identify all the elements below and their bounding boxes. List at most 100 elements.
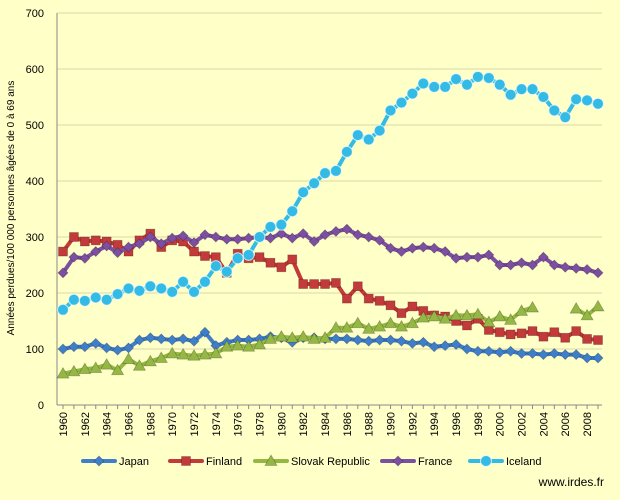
data-point-japan	[352, 334, 364, 346]
data-point-japan	[395, 335, 408, 347]
data-point-france	[144, 231, 156, 243]
data-point-japan	[428, 341, 440, 353]
y-tick-label: 500	[26, 120, 44, 132]
data-point-slovak-republic	[56, 366, 70, 379]
data-point-iceland	[439, 80, 452, 93]
data-point-france	[221, 233, 233, 245]
data-point-france	[199, 229, 211, 241]
x-tick-label: 1998	[473, 412, 485, 436]
data-point-finland	[516, 328, 527, 339]
y-tick-label: 100	[26, 344, 44, 356]
source-note: www.irdes.fr	[538, 475, 604, 489]
x-tick-label: 1960	[58, 412, 70, 436]
data-point-finland	[396, 308, 407, 319]
data-point-france	[133, 238, 145, 250]
data-point-finland	[385, 300, 396, 311]
data-point-slovak-republic	[296, 329, 310, 342]
data-point-france	[494, 259, 506, 271]
data-point-japan	[330, 333, 342, 345]
data-point-finland	[309, 279, 320, 289]
data-point-slovak-republic	[405, 316, 420, 329]
data-point-slovak-republic	[362, 322, 376, 334]
data-point-japan	[68, 341, 80, 353]
y-tick-label: 400	[26, 176, 44, 188]
legend-item-france: France	[380, 455, 452, 468]
data-point-japan	[133, 334, 145, 346]
data-point-slovak-republic	[198, 347, 212, 360]
data-point-iceland	[133, 284, 146, 297]
legend-label: Iceland	[506, 456, 541, 468]
data-point-finland	[527, 326, 538, 336]
data-point-japan	[188, 335, 200, 347]
data-point-finland	[505, 329, 516, 340]
data-point-france	[57, 267, 69, 279]
series-lines	[56, 70, 605, 379]
data-point-finland	[363, 293, 374, 304]
data-point-japan	[494, 346, 506, 358]
data-point-france	[395, 245, 408, 258]
x-tick-label: 1972	[189, 412, 201, 436]
data-point-finland	[79, 236, 90, 247]
x-tick-label: 2008	[582, 412, 594, 436]
data-point-japan	[79, 341, 91, 353]
data-point-japan	[505, 345, 517, 357]
data-point-japan	[592, 352, 604, 364]
x-tick-label: 2002	[517, 412, 529, 436]
data-point-france	[363, 231, 375, 243]
data-point-iceland	[111, 288, 124, 301]
data-point-slovak-republic	[329, 320, 343, 333]
data-point-slovak-republic	[154, 351, 168, 363]
data-point-slovak-republic	[89, 361, 103, 373]
data-point-slovak-republic	[99, 357, 114, 370]
data-point-iceland	[548, 104, 561, 117]
data-point-france	[559, 261, 571, 273]
data-point-iceland	[297, 186, 310, 199]
data-point-slovak-republic	[471, 307, 485, 320]
data-point-iceland	[428, 80, 441, 93]
data-point-france	[406, 242, 418, 254]
data-point-finland	[374, 295, 385, 306]
data-point-iceland	[209, 260, 222, 273]
x-tick-label: 2000	[495, 412, 507, 436]
data-point-japan	[526, 347, 539, 360]
data-point-iceland	[67, 293, 80, 306]
data-point-france	[581, 263, 593, 276]
data-point-finland	[69, 232, 79, 242]
data-point-france	[472, 251, 484, 263]
data-point-slovak-republic	[176, 347, 190, 360]
data-point-france	[330, 225, 342, 237]
data-point-iceland	[264, 220, 277, 233]
data-point-france	[352, 229, 364, 241]
data-point-france	[155, 238, 167, 250]
legend-swatch-marker	[93, 455, 105, 467]
data-point-finland	[320, 279, 330, 289]
data-point-iceland	[471, 70, 484, 83]
data-point-slovak-republic	[231, 338, 245, 351]
data-point-japan	[472, 345, 484, 357]
data-point-slovak-republic	[78, 362, 92, 375]
data-point-iceland	[144, 280, 157, 293]
data-point-finland	[462, 320, 472, 331]
x-tick-label: 1986	[342, 412, 354, 436]
y-tick-label: 300	[26, 232, 44, 244]
legend-item-japan: Japan	[81, 455, 149, 468]
data-point-france	[101, 240, 113, 252]
data-point-iceland	[515, 83, 528, 96]
x-tick-label: 1988	[364, 412, 376, 436]
x-tick-label: 2004	[538, 412, 550, 436]
data-point-slovak-republic	[591, 299, 605, 312]
data-point-france	[483, 249, 495, 261]
data-point-iceland	[89, 291, 102, 304]
data-point-france	[188, 237, 200, 249]
data-point-slovak-republic	[121, 352, 136, 364]
data-point-finland	[298, 279, 309, 289]
data-point-iceland	[384, 104, 397, 117]
series-france	[57, 223, 604, 279]
data-point-slovak-republic	[67, 364, 81, 377]
data-point-iceland	[406, 87, 419, 100]
data-point-iceland	[362, 133, 375, 146]
data-point-japan	[144, 332, 156, 344]
data-point-slovak-republic	[340, 320, 354, 333]
data-point-slovak-republic	[220, 339, 234, 352]
